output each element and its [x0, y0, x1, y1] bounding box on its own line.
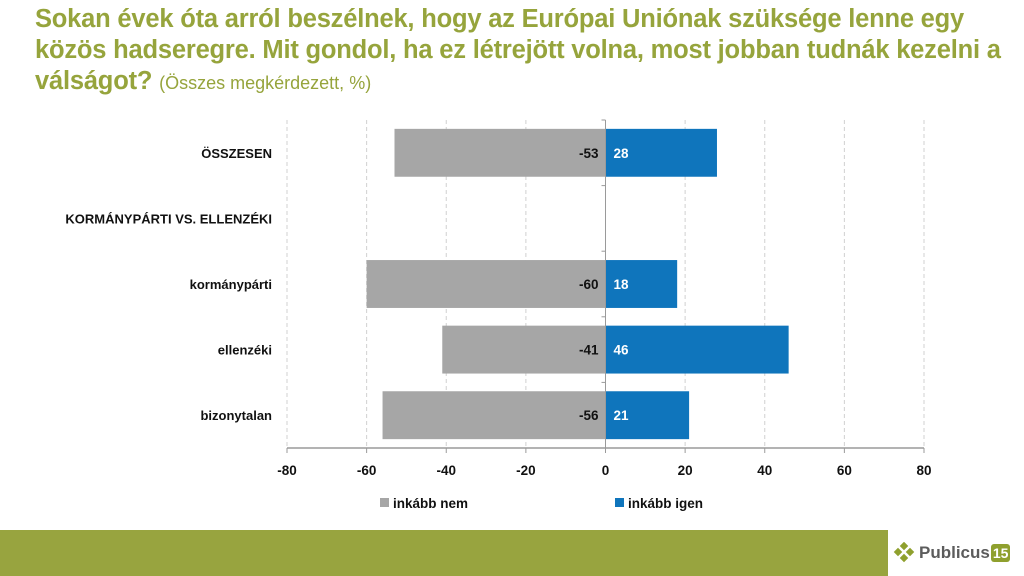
x-tick-label: 20 — [678, 463, 693, 478]
data-label: -53 — [579, 146, 599, 161]
category-label: KORMÁNYPÁRTI VS. ELLENZÉKI — [65, 211, 272, 226]
bar-inkabb-igen — [605, 325, 789, 374]
data-label: -41 — [579, 343, 599, 358]
category-label: bizonytalan — [200, 408, 272, 423]
chart: ÖSSZESEN KORMÁNYPÁRTI VS. ELLENZÉKI kormán… — [65, 119, 932, 511]
logo-text: Publicus — [919, 543, 990, 562]
data-label: 46 — [614, 343, 630, 358]
x-tick-label: -80 — [277, 463, 297, 478]
data-label: 18 — [614, 277, 630, 292]
bar-inkabb-nem — [394, 128, 606, 177]
tick-labels: -80 -60 -40 -20 0 20 40 60 80 — [277, 463, 931, 478]
legend-label: inkább nem — [393, 496, 468, 511]
data-label: -56 — [579, 408, 599, 423]
publicus-logo: Publicus 15 — [893, 536, 1021, 570]
legend-label: inkább igen — [628, 496, 703, 511]
x-tick-label: 0 — [602, 463, 610, 478]
footer-bar — [0, 530, 888, 576]
x-tick-label: -60 — [357, 463, 377, 478]
chart-title: Sokan évek óta arról beszélnek, hogy az … — [35, 4, 1015, 99]
bar-inkabb-igen — [605, 128, 717, 177]
x-tick-label: -20 — [516, 463, 536, 478]
title-subtitle: (Összes megkérdezett, %) — [159, 73, 372, 93]
data-label: 28 — [614, 146, 630, 161]
x-tick-label: 60 — [837, 463, 852, 478]
legend-swatch — [380, 498, 389, 507]
value-labels: -53 28 -60 18 -41 46 -56 21 — [579, 146, 629, 423]
category-label: ÖSSZESEN — [201, 146, 272, 161]
bars — [366, 128, 789, 440]
category-label: kormánypárti — [190, 277, 272, 292]
x-tick-label: -40 — [436, 463, 456, 478]
legend-swatch — [615, 498, 624, 507]
bar-inkabb-nem — [442, 325, 606, 374]
x-tick-label: 40 — [757, 463, 772, 478]
category-labels: ÖSSZESEN KORMÁNYPÁRTI VS. ELLENZÉKI kormán… — [65, 146, 272, 423]
axes — [286, 119, 925, 453]
logo-number: 15 — [990, 544, 1011, 562]
data-label: -60 — [579, 277, 599, 292]
bar-inkabb-nem — [382, 391, 606, 440]
data-label: 21 — [614, 408, 630, 423]
bar-inkabb-igen — [605, 260, 678, 308]
bar-inkabb-nem — [366, 260, 606, 308]
category-label: ellenzéki — [218, 343, 272, 358]
legend: inkább nem inkább igen — [380, 496, 703, 511]
logo-diamond-icon — [893, 542, 915, 563]
title-main: Sokan évek óta arról beszélnek, hogy az … — [35, 5, 1001, 95]
x-tick-label: 80 — [916, 463, 931, 478]
bar-inkabb-igen — [605, 391, 690, 440]
